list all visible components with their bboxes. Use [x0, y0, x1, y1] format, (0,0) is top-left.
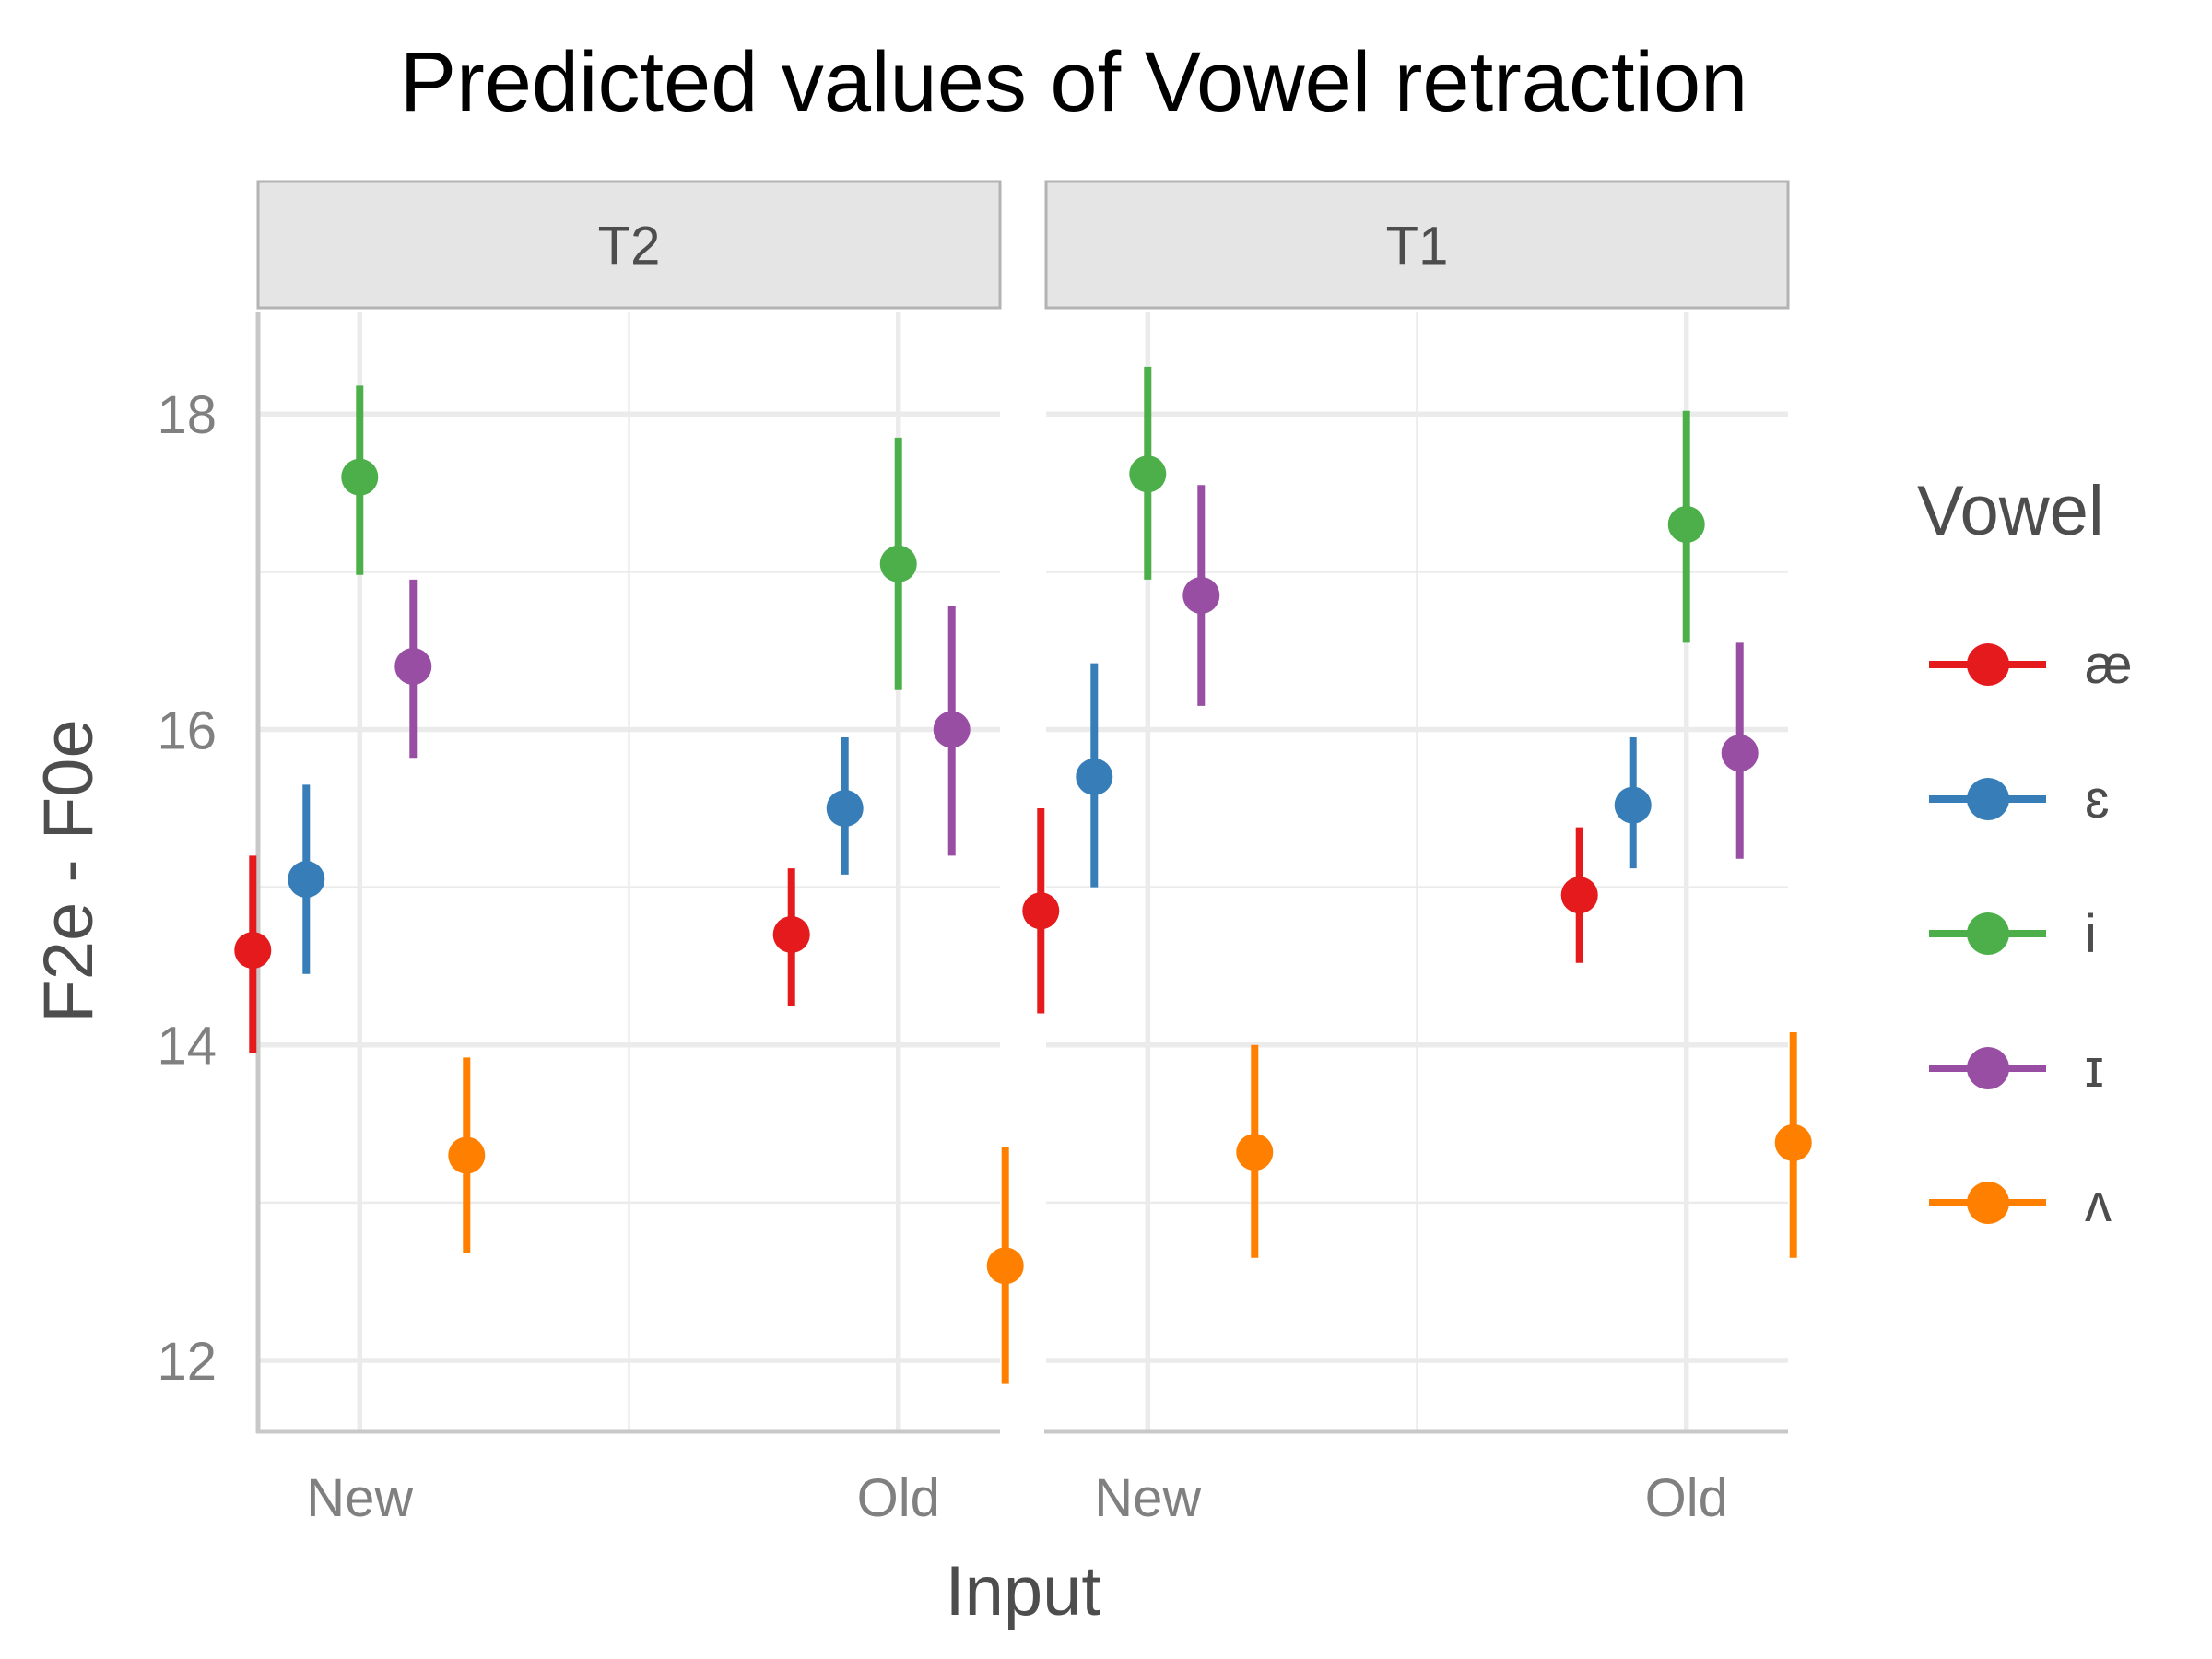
y-tick-label: 18 — [157, 385, 217, 445]
data-point — [1129, 455, 1167, 493]
legend-key-point — [1967, 643, 2009, 686]
data-point — [1774, 1124, 1812, 1161]
data-point — [986, 1247, 1024, 1285]
data-point — [288, 861, 325, 899]
legend-key-point — [1967, 778, 2009, 820]
facet-strip-label: T2 — [598, 217, 661, 276]
facet-strip — [256, 180, 1002, 310]
data-point — [234, 932, 272, 970]
legend-item: ɛ — [1929, 770, 2110, 830]
x-tick-label: Old — [857, 1468, 940, 1528]
data-point — [1182, 577, 1220, 615]
legend-label: i — [2085, 904, 2097, 964]
legend-label: æ — [2085, 635, 2133, 695]
x-tick-label: New — [1094, 1468, 1202, 1528]
legend-item: ʌ — [1929, 1173, 2112, 1233]
data-point — [826, 790, 864, 828]
facet-strip-label: T1 — [1386, 217, 1449, 276]
legend-label: ʌ — [2085, 1173, 2112, 1233]
facet-strip — [1044, 180, 1790, 310]
x-tick-label: New — [306, 1468, 414, 1528]
x-axis-title: Input — [945, 1552, 1100, 1630]
legend-key-point — [1967, 1182, 2009, 1224]
legend-title: Vowel — [1917, 472, 2104, 550]
x-tick-label: Old — [1645, 1468, 1728, 1528]
data-point — [1560, 877, 1598, 914]
legend-key-point — [1967, 912, 2009, 955]
legend-label: ɛ — [2085, 770, 2110, 830]
legend-item: æ — [1929, 635, 2133, 695]
data-point — [394, 648, 432, 686]
data-point — [1721, 735, 1759, 772]
y-axis-title: F2e - F0e — [29, 719, 108, 1022]
chart-title: Predicted values of Vowel retraction — [400, 35, 1748, 129]
legend-label: ɪ — [2085, 1039, 2104, 1099]
data-point — [772, 915, 810, 953]
y-tick-label: 16 — [157, 700, 217, 760]
data-point — [1667, 506, 1705, 544]
panel-t1: T1 New Old — [1022, 180, 1812, 1528]
legend-item: i — [1929, 904, 2097, 964]
data-point — [448, 1136, 486, 1174]
legend-item: ɪ — [1929, 1039, 2104, 1099]
facet-panels: T2 12 14 16 18 New Old T1 New Old — [157, 180, 1812, 1528]
data-point — [1614, 786, 1652, 824]
legend: Vowel æ ɛ i ɪ ʌ — [1917, 472, 2133, 1233]
data-point — [879, 545, 917, 582]
data-point — [1022, 892, 1060, 930]
y-tick-label: 12 — [157, 1332, 217, 1392]
data-point — [1236, 1134, 1274, 1171]
data-point — [1076, 758, 1113, 795]
panel-t2: T2 12 14 16 18 New Old — [157, 180, 1024, 1528]
data-point — [933, 711, 971, 748]
legend-key-point — [1967, 1047, 2009, 1089]
data-point — [341, 458, 379, 496]
y-tick-label: 14 — [157, 1017, 217, 1077]
